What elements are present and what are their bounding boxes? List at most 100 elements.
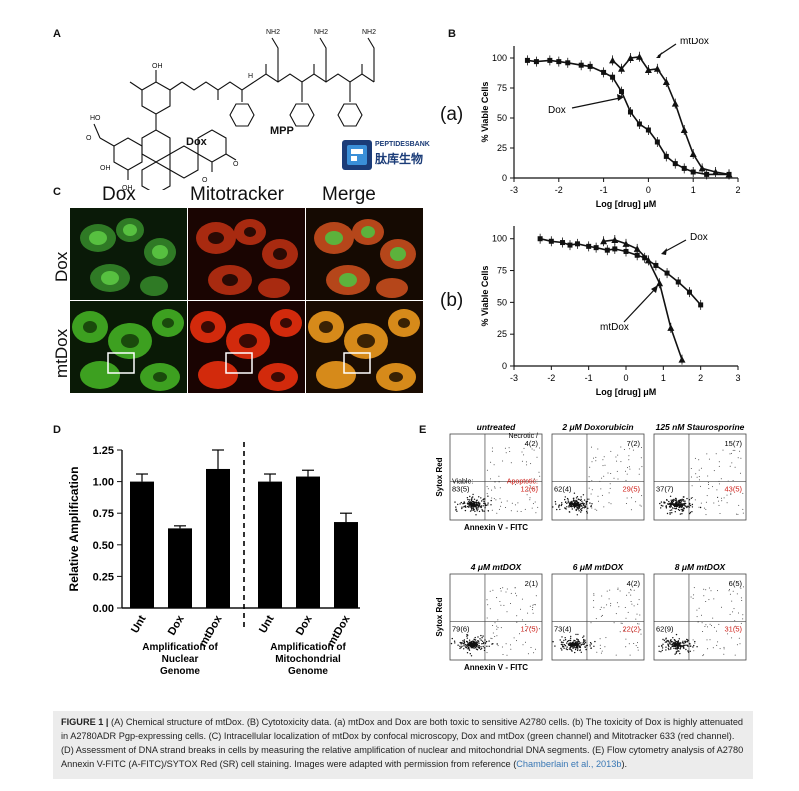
- event-dot: [490, 461, 492, 463]
- event-dot: [473, 506, 475, 508]
- event-dot: [571, 505, 573, 508]
- event-dot: [713, 626, 715, 628]
- event-dot: [698, 469, 700, 471]
- event-dot: [675, 651, 678, 653]
- event-dot: [630, 601, 632, 602]
- event-dot: [708, 488, 710, 489]
- event-dot: [554, 645, 556, 647]
- event-dot: [684, 502, 687, 505]
- group-label-nuclear: Nuclear: [162, 654, 199, 665]
- event-dot: [527, 490, 529, 492]
- event-dot: [558, 504, 561, 506]
- event-dot: [672, 637, 674, 639]
- event-dot: [558, 506, 560, 508]
- event-dot: [626, 594, 628, 596]
- event-dot: [603, 456, 605, 458]
- label-dox-b-arrow: [663, 239, 687, 253]
- event-dot: [669, 639, 672, 642]
- quadrant-lr-value: 43(5): [724, 484, 742, 493]
- event-dot: [730, 494, 732, 495]
- event-dot: [661, 647, 664, 649]
- event-dot: [533, 652, 535, 654]
- event-dot: [484, 639, 486, 641]
- event-dot: [727, 633, 729, 635]
- event-dot: [661, 649, 663, 652]
- event-dot: [613, 477, 615, 479]
- event-dot: [688, 499, 691, 501]
- event-dot: [560, 641, 563, 643]
- event-dot: [734, 620, 736, 622]
- event-dot: [675, 633, 678, 636]
- event-dot: [575, 499, 577, 502]
- event-dot: [593, 457, 594, 459]
- event-dot: [500, 604, 502, 606]
- event-dot: [490, 478, 491, 480]
- event-dot: [692, 497, 694, 498]
- event-dot: [698, 607, 700, 609]
- event-dot: [631, 497, 632, 499]
- label-dox-b-arrowhead: [661, 248, 667, 255]
- event-dot: [539, 447, 540, 449]
- event-dot: [529, 485, 531, 486]
- flow-cytometry-grid: untreated 4(2) 12(6) 83(5)Viable: Necrotic /…: [435, 422, 747, 672]
- event-dot: [472, 641, 474, 643]
- event-dot: [488, 640, 490, 642]
- event-dot: [530, 463, 532, 465]
- event-dot: [602, 465, 604, 467]
- event-dot: [472, 496, 474, 498]
- event-dot: [464, 505, 467, 508]
- event-dot: [492, 632, 494, 634]
- event-dot: [590, 505, 592, 508]
- event-dot: [472, 643, 474, 645]
- event-dot: [562, 643, 564, 646]
- x-tick-label: 1: [661, 373, 666, 383]
- data-point-mtDox: [618, 65, 626, 72]
- y-tick-label: 0.50: [93, 540, 114, 552]
- y-tick-label: 75: [497, 83, 507, 93]
- event-dot: [638, 473, 640, 475]
- event-dot: [532, 503, 534, 505]
- event-dot: [478, 510, 481, 513]
- event-dot: [739, 450, 741, 452]
- event-dot: [740, 472, 741, 474]
- event-dot: [685, 644, 687, 646]
- event-dot: [601, 650, 603, 652]
- x-tick-label: -1: [600, 185, 608, 195]
- event-dot: [568, 511, 571, 513]
- event-dot: [479, 638, 481, 640]
- data-point-Dox: [587, 63, 593, 69]
- event-dot: [617, 478, 619, 480]
- event-dot: [467, 644, 469, 646]
- event-dot: [526, 494, 528, 496]
- event-dot: [722, 449, 724, 451]
- event-dot: [583, 635, 585, 637]
- event-dot: [667, 643, 669, 645]
- label-dox-a-arrow: [571, 97, 621, 109]
- event-dot: [490, 637, 492, 639]
- event-dot: [687, 650, 689, 652]
- event-dot: [580, 644, 583, 646]
- event-dot: [487, 504, 489, 506]
- event-dot: [590, 493, 592, 495]
- event-dot: [681, 500, 683, 502]
- event-dot: [578, 645, 580, 647]
- event-dot: [486, 493, 488, 495]
- event-dot: [677, 643, 680, 645]
- svg-text:H: H: [248, 73, 253, 80]
- panel-label-b: B: [448, 28, 456, 40]
- event-dot: [702, 655, 704, 657]
- event-dot: [599, 648, 601, 649]
- event-dot: [659, 502, 661, 505]
- event-dot: [711, 625, 712, 627]
- event-dot: [677, 645, 679, 647]
- event-dot: [689, 650, 691, 652]
- event-dot: [531, 609, 533, 611]
- event-dot: [719, 648, 721, 650]
- caption-reference-link[interactable]: Chamberlain et al., 2013b: [516, 759, 622, 769]
- event-dot: [713, 502, 715, 504]
- panel-label-c: C: [53, 186, 61, 198]
- event-dot: [559, 639, 561, 641]
- event-dot: [585, 648, 587, 651]
- event-dot: [474, 641, 476, 643]
- x-tick-label: 1: [691, 185, 696, 195]
